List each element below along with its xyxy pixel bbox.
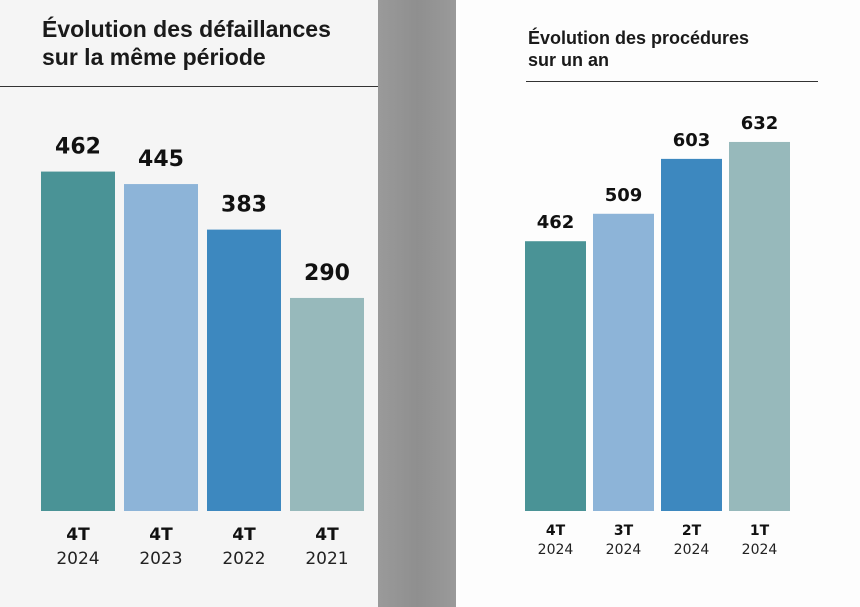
left-bar-chart: 462 4T 2024 445 4T 2023 383 4T 2022 290 4T 2021 — [41, 135, 364, 569]
right-chart-panel: Évolution des procédures sur un an 462 4T… — [456, 0, 860, 607]
left-category-year-3: 2021 — [305, 549, 348, 569]
right-bar-value-label-1: 509 — [605, 185, 643, 206]
right-bar-3 — [729, 141, 790, 511]
right-category-quarter-3: 1T — [750, 523, 770, 539]
left-chart-panel: Évolution des défaillances sur la même p… — [0, 0, 378, 607]
left-bar-value-label-2: 383 — [221, 193, 267, 218]
left-chart-title-line-1: Évolution des défaillances — [42, 16, 331, 42]
right-chart-title-line-1: Évolution des procédures — [528, 28, 750, 48]
right-bar-chart: 462 4T 2024 509 3T 2024 603 2T 2024 632 1T 2024 — [525, 113, 790, 558]
right-bar-value-label-0: 462 — [537, 212, 575, 233]
left-category-year-2: 2022 — [222, 549, 265, 569]
right-bar-1 — [593, 213, 654, 511]
page-gutter — [378, 0, 456, 607]
right-bar-0 — [525, 241, 586, 511]
left-bar-value-label-1: 445 — [138, 147, 184, 172]
right-chart-title: Évolution des procédures sur un an — [528, 28, 749, 71]
left-bar-1 — [124, 184, 198, 511]
right-category-year-0: 2024 — [538, 542, 574, 558]
left-chart-title-line-2: sur la même période — [42, 43, 266, 70]
left-bar-3 — [290, 297, 364, 511]
right-bar-value-label-3: 632 — [741, 113, 779, 134]
left-category-year-0: 2024 — [56, 549, 99, 569]
right-bar-value-label-2: 603 — [673, 130, 711, 151]
right-category-quarter-0: 4T — [546, 523, 566, 539]
right-category-quarter-1: 3T — [614, 523, 634, 539]
left-category-quarter-0: 4T — [66, 525, 90, 545]
right-bar-2 — [661, 158, 722, 511]
left-bar-2 — [207, 229, 281, 511]
right-title-divider — [526, 81, 818, 82]
left-bar-value-label-3: 290 — [304, 261, 350, 286]
right-category-year-3: 2024 — [742, 542, 778, 558]
right-chart-title-line-2: sur un an — [528, 49, 610, 70]
left-title-divider — [0, 86, 378, 87]
right-category-year-2: 2024 — [674, 542, 710, 558]
left-bar-0 — [41, 171, 115, 512]
left-category-year-1: 2023 — [139, 549, 182, 569]
left-category-quarter-2: 4T — [232, 525, 256, 545]
left-chart-title: Évolution des défaillances sur la même p… — [42, 16, 331, 71]
left-category-quarter-3: 4T — [315, 525, 339, 545]
right-category-quarter-2: 2T — [682, 523, 702, 539]
right-category-year-1: 2024 — [606, 542, 642, 558]
left-bar-value-label-0: 462 — [55, 135, 101, 160]
left-category-quarter-1: 4T — [149, 525, 173, 545]
